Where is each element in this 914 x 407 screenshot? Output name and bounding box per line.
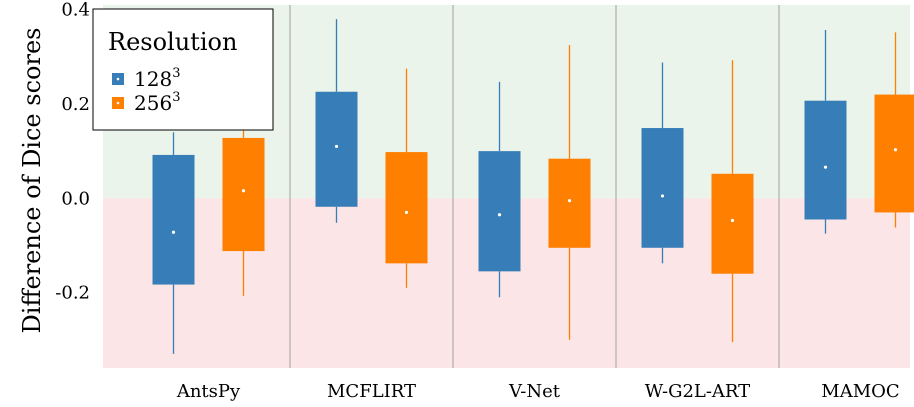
median-dot (171, 230, 176, 234)
legend-title: Resolution (108, 28, 237, 56)
legend-swatch-dot (116, 101, 120, 105)
median-dot (567, 199, 572, 203)
category-label: W-G2L-ART (645, 381, 750, 402)
category-label: AntsPy (176, 381, 241, 402)
y-tick-label: 0.4 (61, 0, 90, 21)
median-dot (404, 210, 409, 215)
median-dot (730, 218, 735, 223)
box (641, 128, 684, 248)
box (315, 91, 358, 207)
median-dot (334, 144, 339, 149)
y-tick-label: -0.2 (55, 283, 90, 304)
box (711, 173, 754, 274)
legend-entry-superscript: 3 (172, 66, 180, 81)
legend-entry-base: 256 (134, 91, 172, 115)
median-dot (660, 194, 665, 198)
legend-swatch-dot (116, 77, 120, 81)
median-dot (893, 148, 898, 152)
box (478, 151, 521, 272)
box (548, 158, 591, 248)
median-dot (497, 213, 502, 217)
box (152, 154, 195, 285)
box (874, 94, 914, 213)
y-tick-label: 0.0 (61, 188, 90, 209)
category-label: V-Net (508, 381, 561, 402)
legend-entry-superscript: 3 (172, 90, 180, 105)
median-dot (823, 165, 828, 169)
legend-box (92, 8, 274, 131)
legend-entry-label: 2563 (134, 90, 180, 115)
y-axis-label: Difference of Dice scores (18, 28, 46, 334)
y-tick-label: 0.2 (61, 94, 90, 115)
legend-entry-label: 1283 (134, 66, 180, 91)
legend-entry-base: 128 (134, 67, 172, 91)
box (385, 152, 428, 264)
category-label: MAMOC (821, 381, 899, 402)
box (222, 137, 265, 252)
box (804, 100, 847, 220)
category-label: MCFLIRT (327, 381, 416, 402)
median-dot (241, 189, 246, 193)
